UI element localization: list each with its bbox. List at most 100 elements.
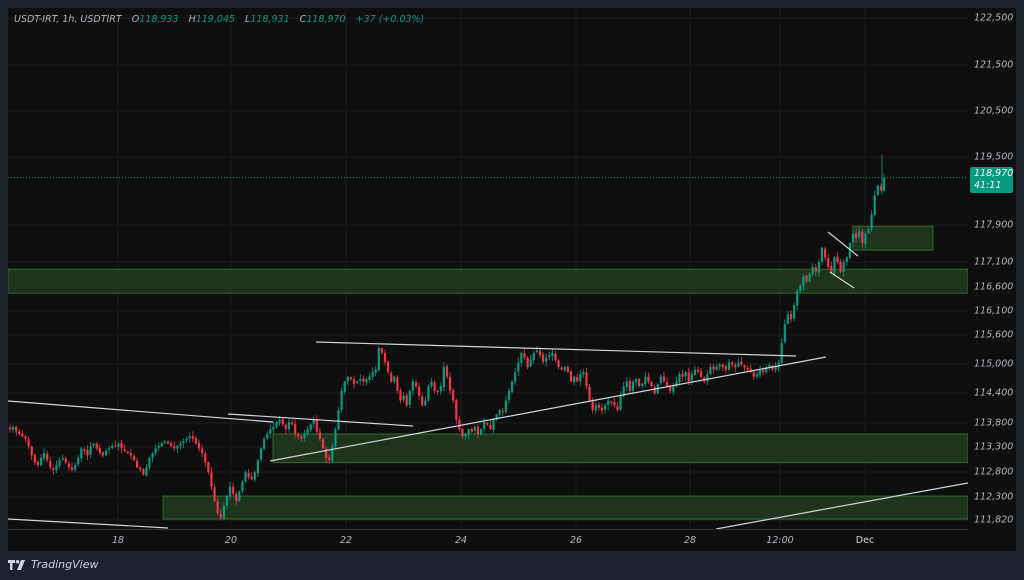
candle-down [318,432,322,439]
candle-up [808,274,811,282]
candle-up [61,457,64,460]
candle-up [786,314,790,324]
candle-down [879,186,883,191]
candle-up [303,434,306,439]
candle-up [148,457,151,468]
bar-countdown: 41:11 [974,180,1002,191]
candle-down [27,439,30,446]
candle-up [529,359,532,367]
candle-up [309,424,312,431]
candle-up [483,422,486,429]
candle-down [830,265,833,272]
candle-down [523,353,526,358]
tradingview-branding[interactable]: TradingView [8,558,98,571]
candle-down [616,406,619,411]
candle-down [232,486,235,494]
candle-down [597,404,600,408]
candle-up [374,369,377,373]
candle-down [213,487,216,501]
candle-up [758,369,762,376]
time-tick: 24 [454,535,468,546]
candle-down [588,386,591,401]
chart-frame: USDT-IRT, 1h, USDTIRT O118,933 H119,045 … [8,8,1016,551]
candle-up [796,290,799,306]
candle-down [52,467,55,470]
time-tick: 20 [224,535,238,546]
candle-down [352,379,356,384]
candle-up [275,422,278,428]
candle-up [368,376,371,380]
candle-up [820,247,824,262]
candle-up [80,448,83,459]
candle-down [405,395,408,406]
candle-down [501,411,504,413]
price-tick: 117,100 [974,256,1014,268]
candle-up [842,262,845,273]
candle-up [278,419,281,423]
candle-down [194,438,198,444]
candle-down [827,258,830,267]
candle-down [458,419,461,430]
candle-up [104,450,108,456]
candle-up [678,374,681,383]
candle-up [870,214,873,229]
candle-up [253,472,256,480]
candle-up [92,443,95,446]
candle-down [64,458,67,463]
candle-up [873,195,876,215]
support-zone-1 [272,433,968,464]
candle-up [259,448,263,460]
candle-down [569,371,573,382]
candle-up [622,386,625,397]
candle-down [576,377,579,382]
candle-up [365,379,368,383]
candle-up [675,381,678,387]
symbol-label[interactable]: USDT-IRT, 1h, USDTIRT [14,14,122,25]
time-tick: 28 [683,535,697,546]
candlestick-chart[interactable] [8,8,968,529]
candle-down [86,450,89,456]
candle-up [58,460,61,466]
candle-down [120,443,123,449]
candle-down [560,367,563,370]
candle-down [67,463,70,468]
time-axis[interactable]: 18 20 22 24 26 28 12:00 Dec [8,529,968,552]
candle-down [235,493,238,501]
close-label: C [299,14,307,25]
candle-down [300,436,303,439]
price-tick: 117,900 [974,219,1014,231]
candle-up [718,364,721,367]
candle-down [383,352,387,363]
candle-up [607,400,610,405]
candle-down [15,426,18,432]
candle-up [179,443,182,446]
candle-down [18,431,21,434]
candle-up [551,352,554,357]
candle-up [802,276,805,287]
candle-up [73,465,77,470]
candle-down [46,453,49,461]
candle-up [160,443,163,447]
candle-down [476,426,480,434]
candle-down [591,401,594,411]
candle-up [272,426,275,430]
candle-down [210,472,213,487]
chart-plot-area[interactable] [8,8,968,529]
candle-up [356,381,359,384]
demand-zone-1 [8,268,968,294]
candle-down [418,386,421,396]
long-support [715,482,968,529]
time-tick: Dec [855,535,875,546]
candle-up [672,386,675,392]
candle-down [321,439,325,449]
candle-down [566,367,569,372]
price-axis[interactable]: 118,970 41:11 122,500 121,500 120,500 119,5… [968,8,1016,529]
price-tick: 121,500 [974,59,1014,71]
candle-down [204,453,207,463]
candle-up [163,441,167,443]
candle-up [479,429,483,435]
candle-up [625,381,628,387]
candle-down [166,441,170,444]
candle-down [219,513,222,518]
low-label: L [245,14,251,25]
